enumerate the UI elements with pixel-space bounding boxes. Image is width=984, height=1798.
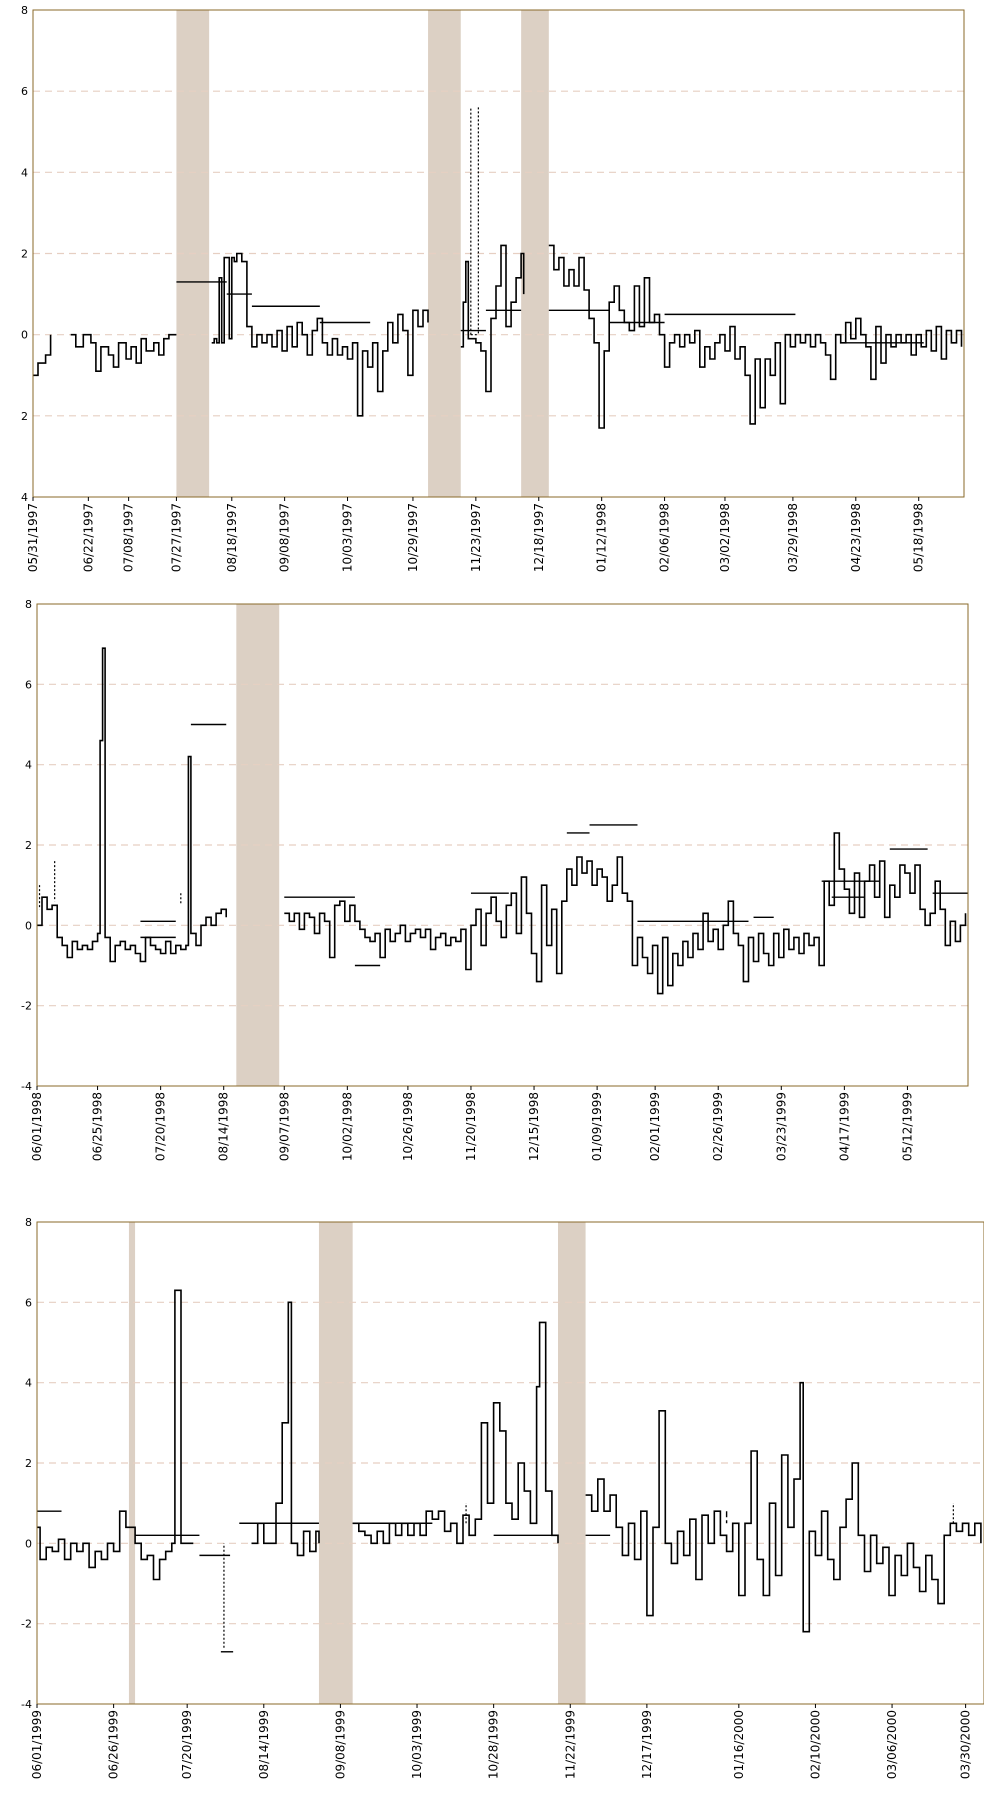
y-tick-label: 6 <box>25 1296 32 1309</box>
x-tick-label: 09/08/1999 <box>333 1710 347 1779</box>
plot-frame <box>32 9 965 498</box>
y-tick-label: -4 <box>21 1698 32 1711</box>
x-tick-label: 05/12/1999 <box>900 1092 914 1161</box>
series-solid-line <box>37 647 967 995</box>
plot-frame <box>36 603 969 1087</box>
x-tick-label: 10/03/1999 <box>410 1710 424 1779</box>
y-tick-label: 0 <box>25 919 32 932</box>
y-tick-label: 6 <box>21 85 28 98</box>
x-tick-label: 11/23/1997 <box>469 503 483 572</box>
x-tick-label: 01/12/1998 <box>595 503 609 572</box>
y-tick-label: 4 <box>25 1377 32 1390</box>
x-tick-label: 01/16/2000 <box>732 1710 746 1779</box>
y-tick-label: 4 <box>21 166 28 179</box>
x-tick-label: 10/26/1998 <box>401 1092 415 1161</box>
y-tick-label: 8 <box>21 4 28 17</box>
y-tick-label: 8 <box>25 1216 32 1229</box>
x-tick-label: 03/02/1998 <box>718 503 732 572</box>
x-tick-label: 03/30/2000 <box>959 1710 973 1779</box>
shaded-period <box>318 1222 353 1704</box>
x-tick-label: 06/26/1999 <box>107 1710 121 1779</box>
x-tick-label: 08/14/1998 <box>217 1092 231 1161</box>
shaded-period <box>128 1222 136 1704</box>
y-tick-label: 0 <box>25 1537 32 1550</box>
x-tick-label: 06/22/1997 <box>81 503 95 572</box>
x-tick-label: 11/22/1999 <box>563 1710 577 1779</box>
y-tick-label: 2 <box>25 839 32 852</box>
x-tick-label: 11/20/1998 <box>464 1092 478 1161</box>
x-tick-label: 03/23/1999 <box>774 1092 788 1161</box>
y-tick-label: 4 <box>21 491 28 504</box>
series-solid-line <box>33 244 963 429</box>
chart-2: 8 6 4 2 0 -2 -406/01/1998 06/25/1998 07/20/1998 0… <box>21 598 969 1161</box>
y-tick-label: 2 <box>21 248 28 261</box>
x-tick-label: 10/29/1997 <box>406 503 420 572</box>
x-tick-label: 12/18/1997 <box>532 503 546 572</box>
x-tick-label: 12/17/1999 <box>640 1710 654 1779</box>
y-tick-label: -4 <box>21 1080 32 1093</box>
x-tick-label: 10/03/1997 <box>341 503 355 572</box>
x-tick-label: 02/26/1999 <box>711 1092 725 1161</box>
x-tick-label: 08/14/1999 <box>257 1710 271 1779</box>
plot-area <box>33 10 964 497</box>
x-tick-label: 02/06/1998 <box>658 503 672 572</box>
x-tick-label: 02/10/2000 <box>808 1710 822 1779</box>
y-tick-label: -2 <box>21 1000 32 1013</box>
x-tick-label: 06/01/1998 <box>30 1092 44 1161</box>
chart-3: 8 6 4 2 0 -2 -406/01/1999 06/26/1999 07/20/1999 0… <box>21 1216 984 1779</box>
x-tick-label: 06/25/1998 <box>91 1092 105 1161</box>
x-tick-label: 02/01/1999 <box>648 1092 662 1161</box>
y-tick-label: 8 <box>25 598 32 611</box>
x-tick-label: 10/28/1999 <box>487 1710 501 1779</box>
x-tick-label: 09/07/1998 <box>277 1092 291 1161</box>
x-tick-label: 03/29/1998 <box>786 503 800 572</box>
x-tick-label: 04/23/1998 <box>849 503 863 572</box>
y-tick-label: 6 <box>25 678 32 691</box>
x-tick-label: 09/08/1997 <box>278 503 292 572</box>
y-tick-label: 0 <box>21 329 28 342</box>
x-tick-label: 06/01/1999 <box>30 1710 44 1779</box>
series-solid-line <box>37 1289 982 1633</box>
x-tick-label: 05/31/1997 <box>26 503 40 572</box>
y-tick-label: 2 <box>25 1457 32 1470</box>
x-tick-label: 07/20/1999 <box>180 1710 194 1779</box>
x-tick-label: 04/17/1999 <box>837 1092 851 1161</box>
x-tick-label: 08/18/1997 <box>225 503 239 572</box>
plot-frame <box>36 1221 984 1705</box>
y-tick-label: 4 <box>25 759 32 772</box>
x-tick-label: 12/15/1998 <box>527 1092 541 1161</box>
y-tick-label: -2 <box>21 1618 32 1631</box>
x-tick-label: 10/02/1998 <box>340 1092 354 1161</box>
x-tick-label: 05/18/1998 <box>912 503 926 572</box>
x-tick-label: 07/20/1998 <box>154 1092 168 1161</box>
y-tick-label: 2 <box>21 410 28 423</box>
x-tick-label: 01/09/1999 <box>590 1092 604 1161</box>
x-tick-label: 03/06/2000 <box>885 1710 899 1779</box>
plot-area <box>37 604 968 1086</box>
x-tick-label: 07/08/1997 <box>122 503 136 572</box>
x-tick-label: 07/27/1997 <box>169 503 183 572</box>
